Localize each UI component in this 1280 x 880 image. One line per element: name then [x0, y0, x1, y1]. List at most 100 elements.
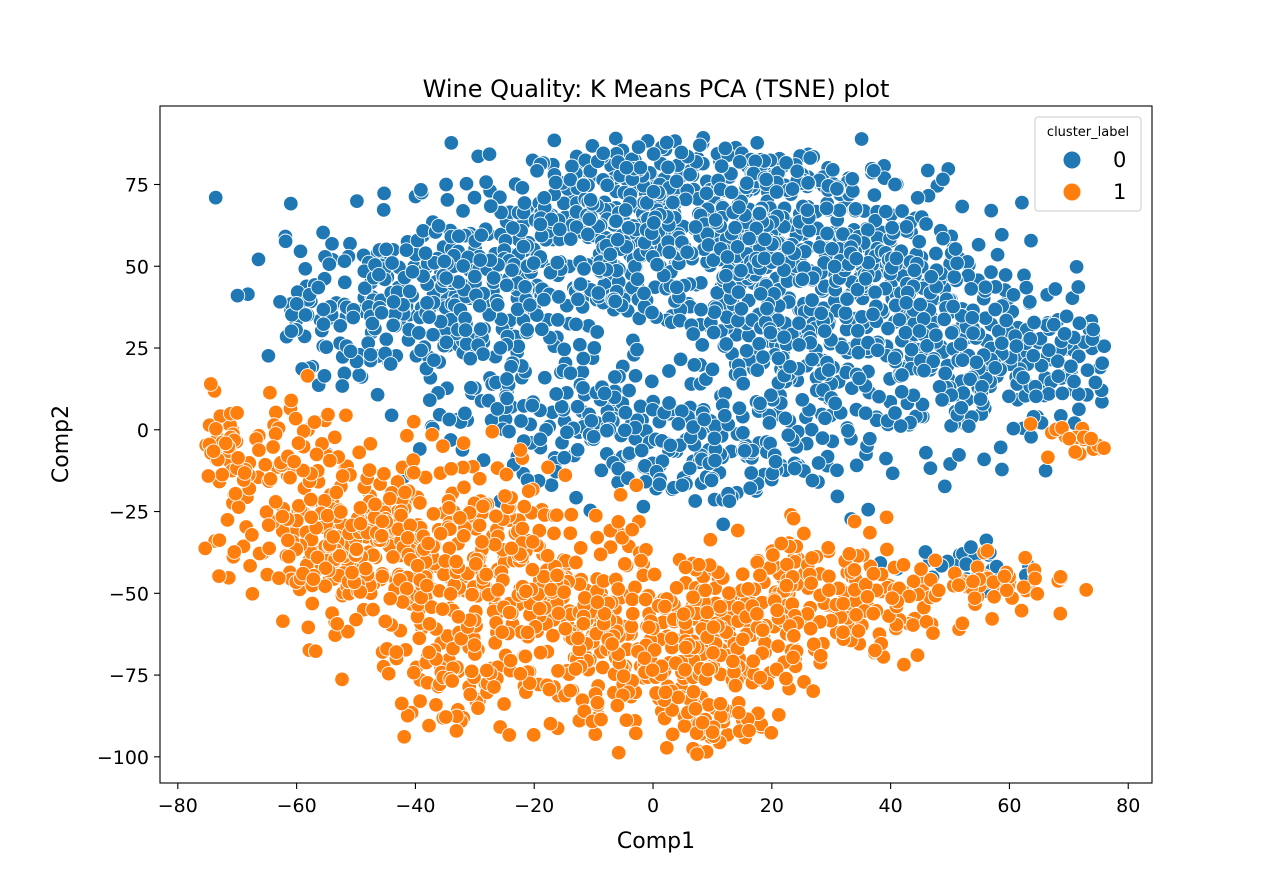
- data-point-cluster-1: [351, 444, 367, 461]
- data-point-cluster-1: [348, 611, 364, 628]
- data-point-cluster-1: [503, 540, 520, 557]
- data-point-cluster-1: [435, 438, 451, 454]
- legend: cluster_label 0 1: [1034, 116, 1142, 212]
- data-point-cluster-1: [677, 662, 693, 678]
- data-point-cluster-0: [632, 159, 649, 176]
- data-point-cluster-0: [421, 309, 437, 325]
- data-point-cluster-1: [687, 701, 704, 717]
- data-point-cluster-0: [336, 365, 353, 382]
- data-point-cluster-0: [922, 460, 939, 476]
- data-point-cluster-0: [1028, 388, 1044, 405]
- data-point-cluster-1: [879, 541, 895, 558]
- data-point-cluster-0: [292, 243, 309, 260]
- data-point-cluster-0: [572, 336, 588, 353]
- data-point-cluster-1: [550, 605, 567, 622]
- data-point-cluster-0: [776, 329, 792, 345]
- data-point-cluster-0: [207, 189, 224, 206]
- data-point-cluster-0: [911, 233, 927, 250]
- data-point-cluster-0: [260, 348, 277, 364]
- data-point-cluster-0: [384, 255, 400, 271]
- data-point-cluster-0: [277, 233, 294, 250]
- data-point-cluster-1: [685, 684, 702, 700]
- data-point-cluster-0: [825, 162, 841, 178]
- data-point-cluster-1: [329, 616, 345, 632]
- data-point-cluster-1: [525, 727, 542, 743]
- legend-label-cluster-1: 1: [1113, 180, 1126, 204]
- data-point-cluster-1: [494, 624, 510, 640]
- data-point-cluster-0: [848, 457, 865, 474]
- data-point-cluster-0: [853, 131, 870, 147]
- data-point-cluster-0: [644, 304, 660, 321]
- data-point-cluster-1: [286, 453, 302, 470]
- data-point-cluster-1: [1029, 586, 1046, 602]
- data-point-cluster-0: [371, 266, 387, 283]
- data-point-cluster-0: [920, 162, 936, 179]
- data-point-cluster-0: [593, 462, 610, 479]
- data-point-cluster-1: [305, 571, 322, 587]
- data-point-cluster-0: [422, 392, 438, 408]
- data-point-cluster-0: [820, 362, 837, 378]
- data-point-cluster-0: [629, 271, 646, 287]
- data-point-cluster-0: [789, 163, 805, 179]
- data-point-cluster-1: [444, 673, 460, 689]
- data-point-cluster-1: [628, 725, 644, 742]
- data-point-cluster-0: [668, 279, 685, 296]
- data-point-cluster-0: [1058, 308, 1075, 325]
- data-point-cluster-0: [886, 350, 903, 366]
- data-point-cluster-1: [409, 557, 426, 574]
- data-point-cluster-0: [818, 200, 835, 217]
- data-point-cluster-1: [488, 508, 504, 524]
- data-point-cluster-1: [400, 530, 416, 546]
- data-point-cluster-0: [1087, 374, 1104, 391]
- data-point-cluster-0: [529, 163, 545, 179]
- data-point-cluster-1: [549, 567, 565, 584]
- data-point-cluster-0: [524, 397, 541, 414]
- data-point-cluster-0: [548, 386, 564, 402]
- data-point-cluster-0: [649, 256, 665, 273]
- data-point-cluster-1: [406, 413, 422, 430]
- data-point-cluster-0: [770, 350, 787, 367]
- data-point-cluster-0: [687, 493, 703, 509]
- data-point-cluster-1: [450, 609, 467, 625]
- data-point-cluster-0: [351, 367, 367, 383]
- data-point-cluster-0: [884, 465, 901, 482]
- data-point-cluster-1: [434, 601, 451, 617]
- data-point-cluster-1: [496, 696, 512, 712]
- data-point-cluster-1: [617, 556, 633, 572]
- data-point-cluster-1: [543, 581, 559, 598]
- data-point-cluster-1: [624, 591, 640, 608]
- data-point-cluster-1: [749, 554, 765, 571]
- data-point-cluster-0: [759, 300, 775, 317]
- data-point-cluster-0: [376, 185, 392, 202]
- data-point-cluster-1: [612, 487, 629, 503]
- data-point-cluster-1: [260, 517, 277, 533]
- data-point-cluster-0: [794, 271, 811, 288]
- data-point-cluster-1: [244, 527, 260, 543]
- y-tick-label: −75: [109, 665, 149, 687]
- data-point-cluster-1: [261, 540, 277, 557]
- data-point-cluster-0: [1022, 294, 1038, 310]
- data-point-cluster-0: [607, 293, 623, 310]
- data-point-cluster-0: [878, 203, 894, 220]
- data-point-cluster-0: [752, 395, 768, 412]
- x-tick-label: −60: [277, 795, 317, 817]
- data-point-cluster-1: [205, 443, 222, 459]
- data-point-cluster-0: [804, 292, 820, 308]
- data-point-cluster-0: [315, 316, 332, 332]
- data-point-cluster-1: [475, 498, 491, 515]
- data-point-cluster-1: [348, 541, 365, 558]
- data-point-cluster-0: [935, 230, 951, 247]
- data-point-cluster-0: [504, 262, 520, 278]
- data-point-cluster-0: [844, 171, 861, 187]
- data-point-cluster-1: [227, 485, 244, 502]
- data-point-cluster-0: [546, 132, 563, 149]
- data-point-cluster-1: [456, 528, 472, 544]
- data-point-cluster-1: [967, 590, 983, 606]
- data-point-cluster-0: [1063, 358, 1079, 375]
- data-point-cluster-0: [897, 324, 914, 341]
- data-point-cluster-0: [661, 244, 677, 261]
- data-point-cluster-0: [438, 334, 455, 351]
- data-point-cluster-0: [837, 305, 854, 321]
- data-point-cluster-0: [585, 428, 602, 445]
- data-point-cluster-0: [575, 350, 592, 367]
